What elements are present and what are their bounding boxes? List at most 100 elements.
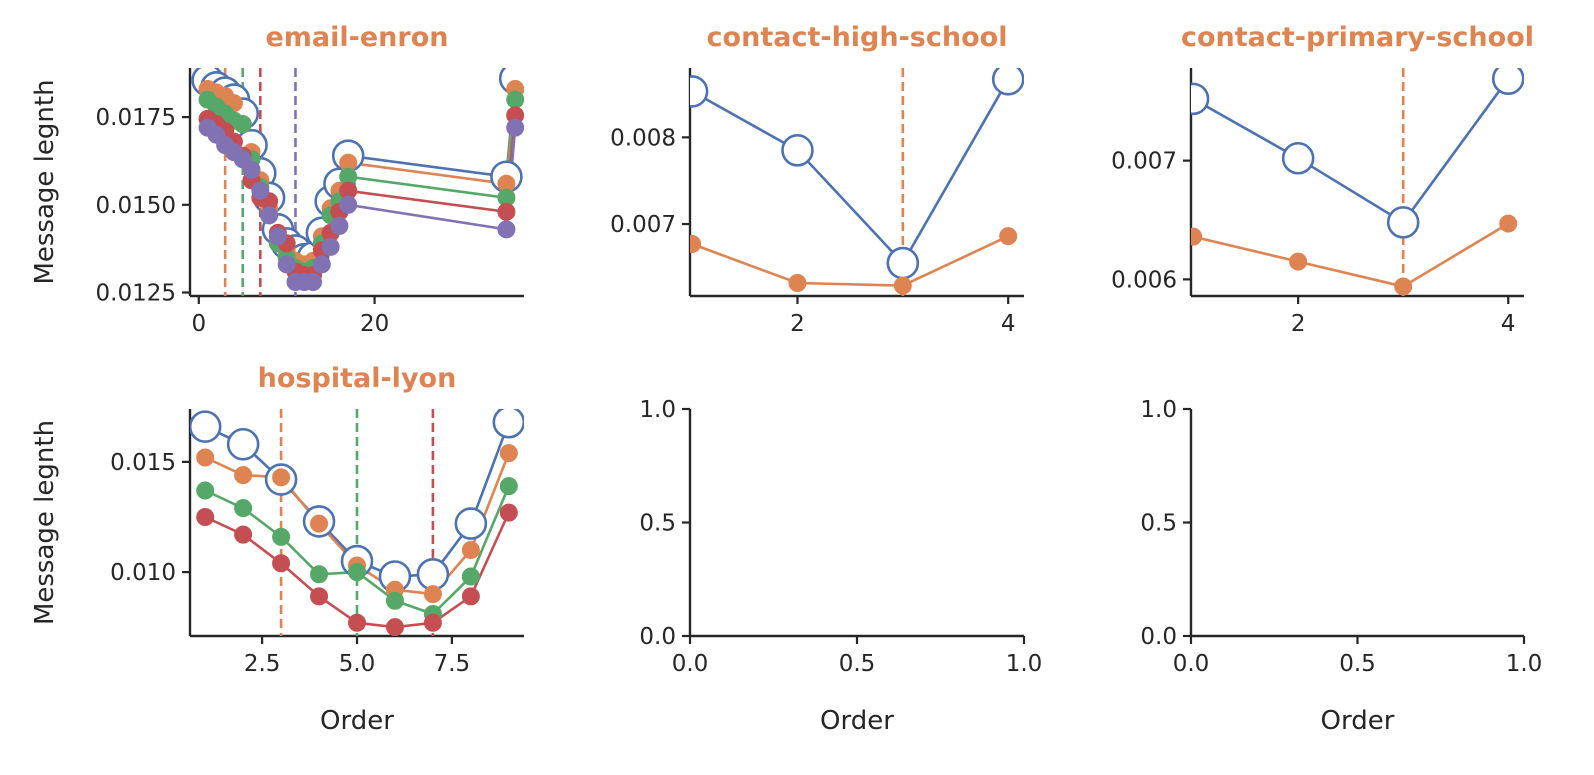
- filled-point: [423, 585, 442, 604]
- filled-point: [233, 115, 252, 134]
- filled-point: [461, 541, 480, 560]
- y-tick-label: 0.006: [1111, 267, 1177, 293]
- x-tick-label: 0.0: [672, 651, 709, 677]
- hollow-point: [226, 427, 260, 461]
- filled-point: [788, 273, 807, 292]
- hollow-point: [416, 557, 450, 591]
- y-tick-label: 0.007: [610, 212, 676, 238]
- y-tick-label: 0.0125: [96, 280, 176, 306]
- panel-title: contact-high-school: [707, 22, 1008, 53]
- filled-point: [506, 118, 524, 137]
- x-tick-label: 4: [1001, 311, 1016, 337]
- plot-area: [690, 68, 1024, 296]
- hollow-point: [454, 507, 488, 540]
- y-tick-label: 0.5: [639, 511, 676, 537]
- filled-point: [304, 272, 323, 291]
- x-tick-label: 0.0: [1173, 651, 1210, 677]
- filled-point: [497, 202, 516, 221]
- filled-point: [348, 613, 366, 632]
- filled-point: [272, 527, 291, 546]
- filled-point: [260, 206, 279, 225]
- filled-point: [330, 216, 349, 235]
- y-tick-label: 0.0150: [96, 193, 176, 219]
- filled-point: [499, 444, 518, 463]
- hollow-point: [991, 68, 1024, 96]
- y-tick-label: 1.0: [639, 397, 676, 423]
- hollow-point: [1386, 206, 1420, 239]
- filled-point: [690, 234, 702, 253]
- hollow-point: [690, 75, 709, 108]
- filled-point: [999, 227, 1018, 246]
- hollow-point: [1491, 68, 1524, 95]
- filled-point: [1289, 252, 1308, 271]
- x-axis-label: Order: [320, 706, 394, 736]
- x-tick-label: 1.0: [1506, 651, 1543, 677]
- filled-point: [272, 554, 291, 573]
- x-tick-label: 0: [191, 311, 206, 337]
- filled-point: [268, 227, 287, 246]
- x-tick-label: 20: [360, 311, 389, 337]
- filled-point: [196, 481, 215, 500]
- plot-area: [191, 68, 524, 296]
- panel-hospital-lyon: hospital-lyon 2.5 5.0 7.5 0.010 0.015 Message …: [30, 363, 524, 736]
- y-tick-label: 1.0: [1140, 397, 1177, 423]
- panel-title: contact-primary-school: [1181, 22, 1534, 53]
- filled-point: [506, 90, 524, 109]
- y-tick-label: 0.0175: [96, 105, 176, 131]
- x-tick-label: 0.5: [839, 651, 876, 677]
- filled-point: [234, 525, 253, 544]
- series-line: [1192, 77, 1510, 225]
- hollow-point: [781, 134, 814, 167]
- filled-point: [497, 220, 516, 239]
- hollow-point: [886, 246, 920, 280]
- panel-title: email-enron: [265, 22, 448, 53]
- x-tick-label: 1.0: [1006, 651, 1043, 677]
- panel-email-enron: email-enron 0 20 0.0125 0.0150 0.0175 Message …: [30, 22, 524, 337]
- filled-point: [242, 160, 261, 179]
- filled-point: [234, 466, 253, 485]
- plot-area: [1191, 68, 1524, 296]
- filled-point: [251, 181, 270, 200]
- x-tick-label: 2: [790, 311, 805, 337]
- y-tick-label: 0.5: [1140, 511, 1177, 537]
- x-tick-label: 2: [1291, 311, 1306, 337]
- y-tick-label: 0.008: [610, 125, 676, 151]
- filled-point: [499, 477, 518, 496]
- filled-point: [1394, 277, 1413, 296]
- panel-empty-1: 0.0 0.5 1.0 0.0 0.5 1.0 Order: [639, 397, 1042, 736]
- filled-point: [339, 195, 358, 214]
- y-axis-label: Message legnth: [30, 79, 60, 284]
- filled-point: [1499, 214, 1518, 233]
- hollow-point: [190, 410, 222, 443]
- panel-title: hospital-lyon: [258, 363, 457, 394]
- filled-point: [234, 499, 253, 518]
- filled-point: [310, 565, 329, 584]
- filled-point: [385, 591, 404, 610]
- y-tick-label: 0.0: [1140, 624, 1177, 650]
- y-tick-label: 0.015: [110, 450, 176, 476]
- x-axis-label: Order: [820, 706, 894, 736]
- series-line: [691, 78, 1010, 266]
- x-tick-label: 7.5: [434, 651, 471, 677]
- hollow-point: [1191, 82, 1210, 116]
- filled-point: [321, 237, 340, 256]
- hollow-point: [492, 409, 524, 439]
- y-tick-label: 0.007: [1111, 149, 1177, 175]
- filled-point: [893, 276, 912, 295]
- filled-point: [461, 567, 480, 586]
- filled-point: [196, 507, 215, 526]
- panel-empty-2: 0.0 0.5 1.0 0.0 0.5 1.0 Order: [1140, 397, 1542, 736]
- x-axis-label: Order: [1321, 706, 1395, 736]
- panel-contact-high-school: contact-high-school 2 4 0.007 0.008: [610, 22, 1024, 337]
- panel-contact-primary-school: contact-primary-school 2 4 0.006 0.007: [1111, 22, 1534, 337]
- filled-point: [1191, 227, 1203, 246]
- y-tick-label: 0.010: [110, 560, 176, 586]
- series-line: [691, 235, 1009, 287]
- y-tick-label: 0.0: [639, 624, 676, 650]
- filled-point: [423, 613, 442, 632]
- series-line: [1192, 222, 1509, 288]
- hollow-point: [1281, 141, 1315, 175]
- filled-point: [196, 448, 215, 467]
- x-tick-label: 2.5: [244, 651, 281, 677]
